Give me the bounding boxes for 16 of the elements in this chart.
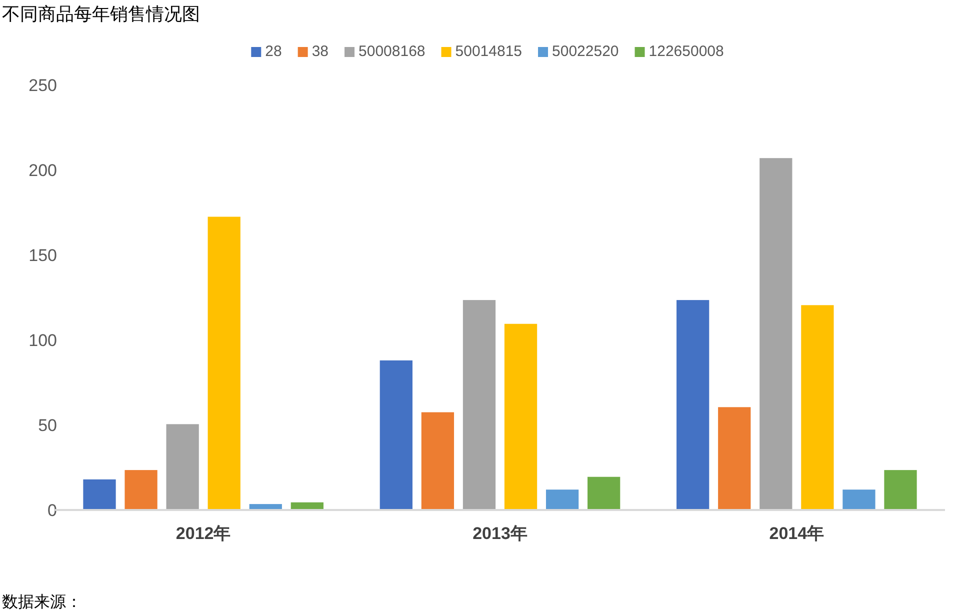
legend-label: 50008168 bbox=[358, 43, 426, 60]
x-tick-label: 2013年 bbox=[472, 524, 528, 543]
x-tick-label: 2012年 bbox=[176, 524, 231, 543]
chart-title: 不同商品每年销售情况图 bbox=[2, 4, 200, 24]
legend-label: 50022520 bbox=[552, 43, 619, 60]
legend-label: 28 bbox=[265, 43, 282, 60]
source-note: 数据来源： bbox=[2, 593, 82, 611]
legend-label: 38 bbox=[312, 43, 329, 60]
y-tick-label: 200 bbox=[28, 161, 57, 180]
x-tick-label: 2014年 bbox=[769, 524, 824, 543]
y-tick-label: 50 bbox=[38, 416, 57, 435]
y-tick-label: 100 bbox=[28, 331, 57, 350]
legend-label: 122650008 bbox=[648, 43, 724, 60]
legend-label: 50014815 bbox=[455, 43, 522, 60]
y-tick-label: 150 bbox=[28, 246, 57, 265]
y-tick-label: 250 bbox=[28, 76, 57, 95]
